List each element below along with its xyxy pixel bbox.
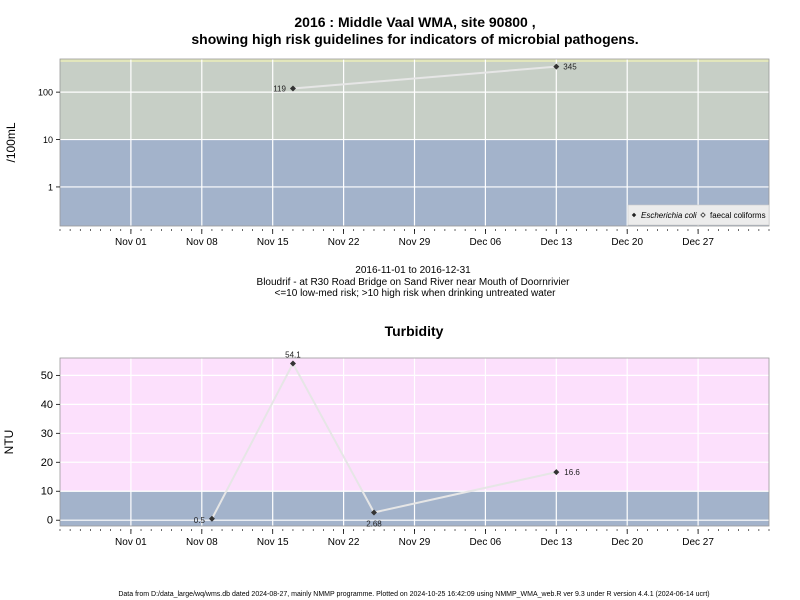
turb-data-point xyxy=(208,515,215,522)
turb-x-tick-label: Nov 15 xyxy=(257,537,289,548)
turb-y-axis-label: NTU xyxy=(2,430,16,455)
micro-x-tick-label: Nov 22 xyxy=(328,237,360,248)
micro-series-line xyxy=(292,65,557,90)
micro-x-tick-label: Nov 29 xyxy=(399,237,431,248)
turb-x-tick-label: Nov 29 xyxy=(399,537,431,548)
chart-title-line1: 2016 : Middle Vaal WMA, site 90800 , xyxy=(294,14,535,30)
micro-y-tick-label: 100 xyxy=(38,88,53,98)
chart-title-line2: showing high risk guidelines for indicat… xyxy=(191,31,638,47)
turb-data-label: 0.5 xyxy=(194,516,206,525)
micro-x-tick-label: Nov 01 xyxy=(115,237,147,248)
micro-y-axis-label: /100mL xyxy=(4,122,18,162)
turb-data-label: 16.6 xyxy=(564,468,580,477)
turb-y-tick-label: 20 xyxy=(41,457,53,469)
turb-x-tick-label: Dec 27 xyxy=(682,537,714,548)
turb-y-tick-label: 50 xyxy=(41,370,53,382)
turb-x-tick-label: Nov 22 xyxy=(328,537,360,548)
legend-label-faecal: faecal coliforms xyxy=(710,211,766,220)
turb-y-tick-label: 40 xyxy=(41,399,53,411)
turb-data-label: 2.68 xyxy=(366,519,382,528)
turb-y-tick-label: 30 xyxy=(41,428,53,440)
micro-data-point xyxy=(553,63,560,70)
turb-y-tick-label: 0 xyxy=(47,515,53,527)
guideline-text: <=10 low-med risk; >10 high risk when dr… xyxy=(275,288,557,299)
micro-y-tick-label: 1 xyxy=(48,182,53,192)
site-description-text: Bloudrif - at R30 Road Bridge on Sand Ri… xyxy=(257,277,571,288)
legend-label-ecoli: Escherichia coli xyxy=(641,211,697,220)
turb-x-tick-label: Dec 06 xyxy=(470,537,502,548)
microbial-panel: 1 10 100 Nov 01 Nov 08 Nov 15 Nov 22 Nov 29 Dec … xyxy=(4,58,770,248)
micro-x-tick-label: Nov 15 xyxy=(257,237,289,248)
turb-data-point xyxy=(370,509,377,516)
micro-x-tick-label: Dec 13 xyxy=(540,237,572,248)
turb-x-tick-label: Dec 13 xyxy=(540,537,572,548)
turb-data-label: 54.1 xyxy=(285,351,301,360)
turb-plot-frame xyxy=(59,357,770,527)
turb-data-point xyxy=(553,469,560,476)
turbidity-title: Turbidity xyxy=(385,323,444,339)
micro-x-tick-label: Dec 27 xyxy=(682,237,714,248)
turb-x-tick-label: Nov 01 xyxy=(115,537,147,548)
legend-open-diamond xyxy=(700,212,706,218)
turb-y-tick-label: 10 xyxy=(41,486,53,498)
legend-filled-diamond xyxy=(631,212,637,218)
micro-data-label: 119 xyxy=(273,85,286,94)
turb-x-tick-label: Nov 08 xyxy=(186,537,218,548)
turb-x-tick-label: Dec 20 xyxy=(611,537,643,548)
micro-x-tick-label: Dec 06 xyxy=(470,237,502,248)
turbidity-panel: 0 10 20 30 40 50 Nov 01 Nov 08 Nov 15 Nov 22 Nov 2… xyxy=(2,351,770,548)
micro-y-tick-label: 10 xyxy=(43,135,53,145)
micro-data-point xyxy=(289,85,296,92)
legend-box xyxy=(627,204,770,226)
micro-plot-frame xyxy=(59,58,770,227)
footer-note: Data from D:/data_large/wq/wms.db dated … xyxy=(118,591,709,598)
micro-x-tick-label: Nov 08 xyxy=(186,237,218,248)
turb-data-point xyxy=(289,360,296,367)
turb-series-line xyxy=(211,361,557,520)
micro-x-tick-label: Dec 20 xyxy=(611,237,643,248)
micro-data-label: 345 xyxy=(563,63,577,72)
date-range-text: 2016-11-01 to 2016-12-31 xyxy=(355,265,471,276)
